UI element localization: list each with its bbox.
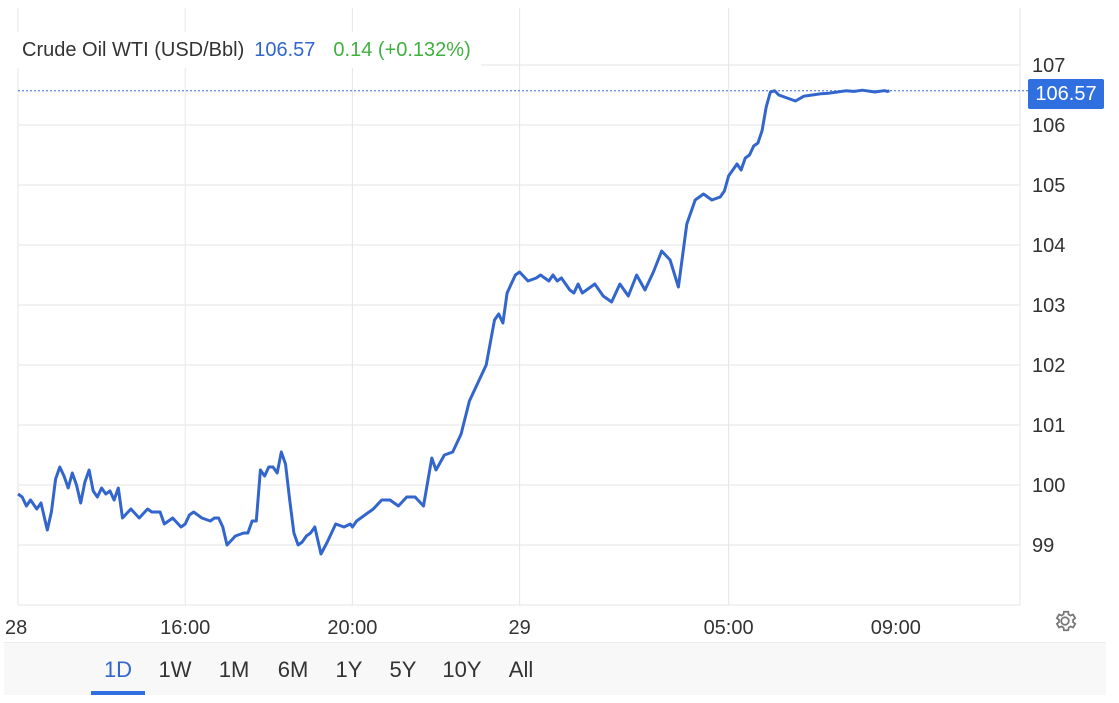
y-tick-label: 103: [1032, 295, 1065, 317]
y-tick-label: 101: [1032, 415, 1065, 437]
range-button-10y[interactable]: 10Y: [442, 657, 482, 682]
x-tick-label: 20:00: [327, 617, 377, 639]
x-tick-label: 05:00: [704, 617, 754, 639]
range-button-all[interactable]: All: [508, 657, 534, 682]
x-tick-label: 16:00: [160, 617, 210, 639]
legend-name: Crude Oil WTI (USD/Bbl): [22, 38, 245, 61]
range-button-5y[interactable]: 5Y: [389, 657, 417, 682]
y-tick-label: 100: [1032, 475, 1065, 497]
legend-value: 106.57: [254, 38, 316, 61]
range-button-6m[interactable]: 6M: [277, 657, 309, 682]
last-price-tag: 106.57: [1028, 79, 1104, 109]
active-range-indicator: [91, 691, 145, 695]
y-axis: 99 100 101 102 103 104 105 106 107: [1032, 55, 1065, 557]
chart-grid: [17, 8, 1021, 606]
y-tick-label: 104: [1032, 235, 1065, 257]
time-range-bar: 1D 1W 1M 6M 1Y 5Y 10Y All: [4, 642, 1106, 695]
range-button-1m[interactable]: 1M: [218, 657, 250, 682]
range-button-1d[interactable]: 1D: [103, 657, 133, 682]
legend-change: 0.14 (+0.132%): [333, 38, 471, 61]
x-axis: 28 16:00 20:00 29 05:00 09:00: [5, 617, 921, 639]
range-button-1y[interactable]: 1Y: [335, 657, 363, 682]
chart-legend: Crude Oil WTI (USD/Bbl) 106.57 0.14 (+0.…: [14, 32, 481, 68]
y-tick-label: 105: [1032, 175, 1065, 197]
y-tick-label: 102: [1032, 355, 1065, 377]
x-tick-label: 28: [5, 617, 27, 639]
x-tick-label: 29: [508, 617, 530, 639]
range-button-1w[interactable]: 1W: [158, 657, 192, 682]
y-tick-label: 99: [1032, 535, 1054, 557]
gear-icon: [1055, 610, 1077, 632]
settings-button[interactable]: [1050, 606, 1080, 636]
y-tick-label: 106: [1032, 115, 1065, 137]
series-line: [17, 88, 890, 556]
y-tick-label: 107: [1032, 55, 1065, 77]
x-tick-label: 09:00: [871, 617, 921, 639]
